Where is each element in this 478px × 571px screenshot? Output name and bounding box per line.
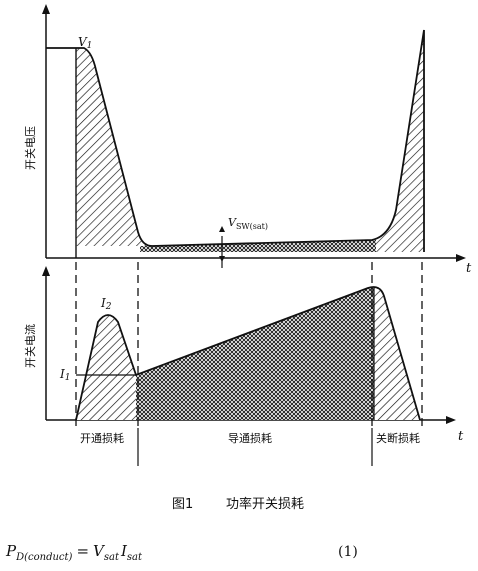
turn-off-voltage-loss-area: [376, 30, 424, 252]
equation-equals: =: [76, 542, 89, 560]
turn-on-current-loss-area: [76, 315, 136, 420]
voltage-x-axis-label: t: [466, 261, 472, 276]
conduction-voltage-loss-area: [140, 240, 376, 252]
voltage-waveform: [46, 29, 425, 252]
current-level-label: I1: [59, 367, 70, 383]
equation-lhs-sub: D(conduct): [15, 552, 72, 563]
figure-title: 功率开关损耗: [226, 496, 304, 512]
current-y-axis-label: 开关电流: [23, 324, 37, 368]
current-x-axis-label: t: [458, 429, 464, 444]
conduction-loss-label: 导通损耗: [228, 431, 272, 445]
equation-v: V: [93, 542, 106, 560]
voltage-x-axis-arrow: [456, 254, 466, 262]
equation-i-sub: sat: [127, 552, 143, 563]
conduction-loss-equation: PD(conduct) = Vsat Isat (1): [5, 542, 358, 563]
phase-boundaries: [75, 262, 423, 430]
current-y-axis-arrow: [42, 266, 50, 276]
turn-on-voltage-loss-area: [76, 48, 148, 246]
vsat-indicator-arrow: [219, 226, 225, 232]
turn-off-current-loss-area: [374, 287, 420, 420]
current-peak-label: I2: [100, 296, 112, 312]
figure-number: 图1: [172, 497, 193, 512]
turn-off-loss-label: 关断损耗: [376, 431, 420, 445]
equation-number: (1): [338, 544, 358, 560]
voltage-panel: V1 VSW(sat) 开关电压 t: [23, 4, 472, 276]
voltage-y-axis-arrow: [42, 4, 50, 14]
equation-v-sub: sat: [104, 552, 120, 563]
vsat-label: VSW(sat): [228, 216, 268, 231]
current-panel: I2 I1 开关电流 t: [23, 266, 464, 444]
equation-lhs: P: [5, 542, 17, 560]
equation-i: I: [120, 542, 128, 560]
current-x-axis-arrow: [446, 416, 456, 424]
conduction-current-loss-area: [136, 288, 374, 420]
voltage-y-axis-label: 开关电压: [23, 126, 37, 170]
turn-on-loss-label: 开通损耗: [80, 431, 124, 445]
vsat-indicator-arrow-bottom: [219, 256, 225, 262]
voltage-peak-label: V1: [78, 35, 92, 51]
